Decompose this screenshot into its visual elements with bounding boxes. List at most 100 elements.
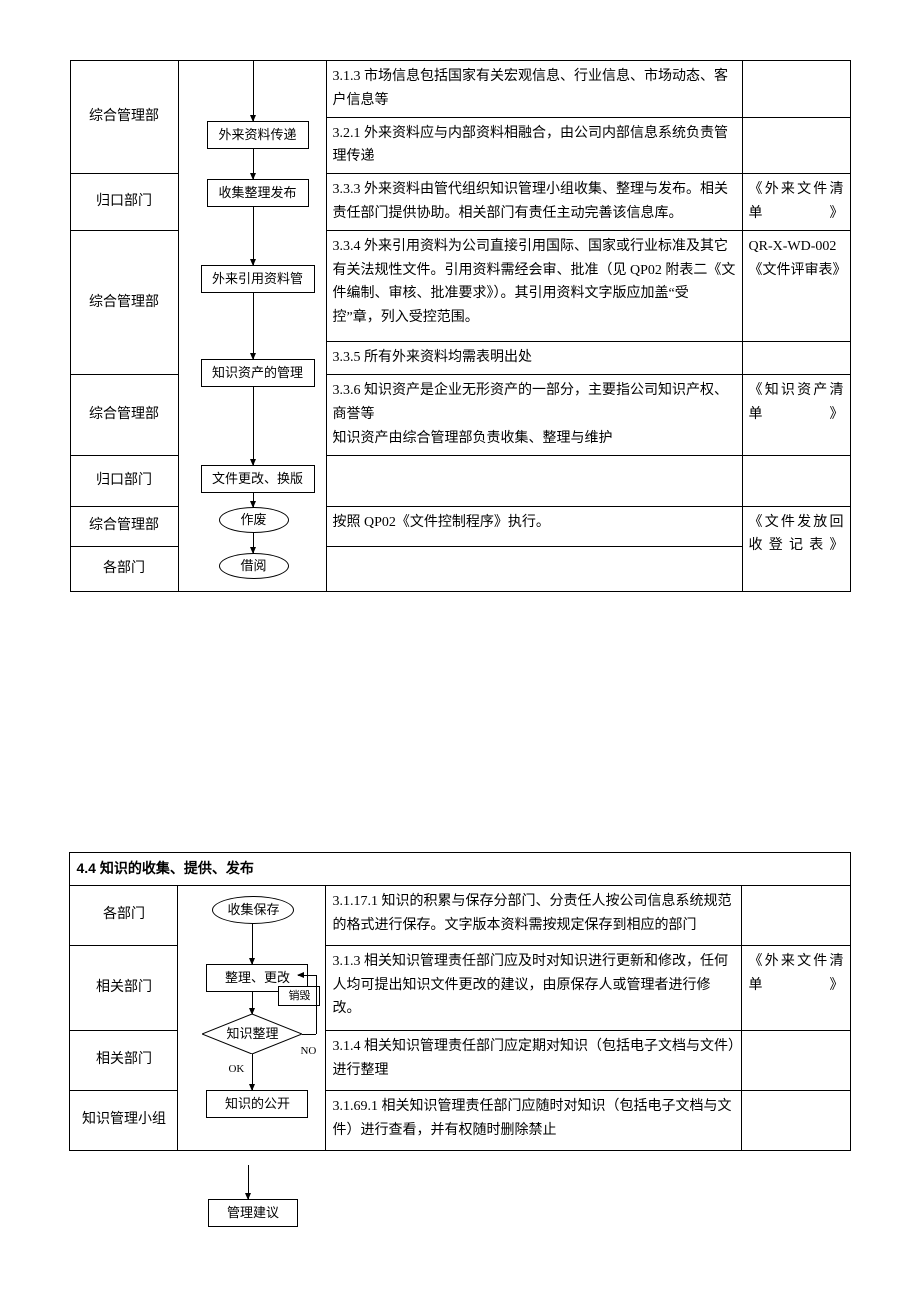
- desc-text: 3.3.3 外来资料由管代组织知识管理小组收集、整理与发布。相关责任部门提供协助…: [333, 182, 729, 221]
- ref-cell: 《文件发放回收登记表》: [742, 506, 850, 591]
- ref-cell: [742, 61, 850, 118]
- flow-node-m4: 知识的公开: [206, 1090, 308, 1118]
- desc-cell: 3.3.3 外来资料由管代组织知识管理小组收集、整理与发布。相关责任部门提供协助…: [326, 174, 742, 231]
- section-title: 4.4 知识的收集、提供、发布: [76, 860, 253, 876]
- ref-cell: [742, 117, 850, 174]
- flow-arrow: [253, 531, 254, 553]
- desc-cell: 按照 QP02《文件控制程序》执行。: [326, 506, 742, 546]
- flow-cell-1: 外来资料传递收集整理发布外来引用资料管知识资产的管理文件更改、换版作废借阅: [178, 61, 326, 592]
- dept-label: 归口部门: [96, 194, 152, 209]
- ref-cell: QR-X-WD-002 《文件评审表》: [742, 230, 850, 342]
- desc-cell: 3.1.4 相关知识管理责任部门应定期对知识（包括电子文档与文件）进行整理: [326, 1030, 742, 1090]
- desc-text: 按照 QP02《文件控制程序》执行。: [333, 515, 550, 530]
- ref-cell: [742, 1030, 850, 1090]
- flow-arrow: [253, 201, 254, 265]
- section-title-row: 4.4 知识的收集、提供、发布: [70, 853, 850, 886]
- flow-label: NO: [300, 1042, 316, 1061]
- flow-node-n3: 外来引用资料管: [201, 265, 315, 293]
- desc-cell: 3.1.3 相关知识管理责任部门应及时对知识进行更新和修改，任何人均可提出知识文…: [326, 945, 742, 1030]
- desc-cell: 3.1.69.1 相关知识管理责任部门应随时对知识（包括电子文档与文件）进行查看…: [326, 1090, 742, 1150]
- ref-cell: [742, 455, 850, 506]
- dept-cell: 相关部门: [70, 1030, 178, 1090]
- dept-cell: 归口部门: [70, 455, 178, 506]
- flow-node-n6: 作废: [219, 507, 289, 533]
- flow-cell-2: 收集保存整理、更改销毁知识整理知识的公开NOOK: [178, 885, 326, 1150]
- dept-label: 综合管理部: [89, 518, 159, 533]
- ref-cell: 《外来文件清单》: [742, 174, 850, 231]
- flow-connector: [298, 975, 316, 976]
- ref-text: 《外来文件清单》: [749, 182, 844, 221]
- dept-cell: 相关部门: [70, 945, 178, 1030]
- detached-flow: 管理建议: [70, 1165, 850, 1225]
- section-title-cell: 4.4 知识的收集、提供、发布: [70, 853, 850, 886]
- flow-connector: [302, 1034, 316, 1035]
- flow-canvas-2: 收集保存整理、更改销毁知识整理知识的公开NOOK: [178, 886, 325, 1150]
- dept-label: 相关部门: [96, 980, 152, 995]
- flow-canvas-1: 外来资料传递收集整理发布外来引用资料管知识资产的管理文件更改、换版作废借阅: [179, 61, 326, 591]
- dept-label: 归口部门: [96, 473, 152, 488]
- desc-text: 3.1.3 相关知识管理责任部门应及时对知识进行更新和修改，任何人均可提出知识文…: [332, 954, 728, 1017]
- desc-text: 3.1.3 市场信息包括国家有关宏观信息、行业信息、市场动态、客户信息等: [333, 69, 729, 108]
- flow-node-n4: 知识资产的管理: [201, 359, 315, 387]
- flow-node-n1: 外来资料传递: [207, 121, 309, 149]
- desc-cell: [326, 547, 742, 592]
- ref-text: 《知识资产清单》: [749, 383, 844, 422]
- flow-label: OK: [228, 1060, 244, 1079]
- dept-cell: 综合管理部: [70, 61, 178, 174]
- table-row: 各部门 收集保存整理、更改销毁知识整理知识的公开NOOK 3.1.17.1 知识…: [70, 885, 850, 945]
- desc-cell: 3.3.4 外来引用资料为公司直接引用国际、国家或行业标准及其它有关法规性文件。…: [326, 230, 742, 342]
- desc-text: 3.1.17.1 知识的积累与保存分部门、分责任人按公司信息系统规范的格式进行保…: [332, 894, 731, 933]
- flow-node-n7: 借阅: [219, 553, 289, 579]
- desc-text: 3.1.69.1 相关知识管理责任部门应随时对知识（包括电子文档与文件）进行查看…: [332, 1099, 731, 1138]
- flow-node-n2: 收集整理发布: [207, 179, 309, 207]
- ref-cell: [742, 1090, 850, 1150]
- desc-text: 3.3.4 外来引用资料为公司直接引用国际、国家或行业标准及其它有关法规性文件。…: [333, 239, 736, 325]
- dept-cell: 归口部门: [70, 174, 178, 231]
- flow-arrow: [253, 61, 254, 121]
- desc-text: 3.2.1 外来资料应与内部资料相融合，由公司内部信息系统负责管理传递: [333, 126, 729, 165]
- flow-arrow: [252, 922, 253, 964]
- flow-arrow: [248, 1165, 249, 1199]
- dept-label: 综合管理部: [89, 407, 159, 422]
- dept-cell: 综合管理部: [70, 230, 178, 375]
- dept-label: 知识管理小组: [82, 1112, 166, 1127]
- dept-cell: 各部门: [70, 547, 178, 592]
- desc-cell: [326, 455, 742, 506]
- dept-label: 综合管理部: [89, 295, 159, 310]
- desc-cell: 3.3.6 知识资产是企业无形资产的一部分，主要指公司知识产权、商誉等 知识资产…: [326, 375, 742, 455]
- desc-cell: 3.1.17.1 知识的积累与保存分部门、分责任人按公司信息系统规范的格式进行保…: [326, 885, 742, 945]
- ref-cell: 《外来文件清单》: [742, 945, 850, 1030]
- flow-node-m3: 知识整理: [202, 1014, 302, 1054]
- flow-node-n5: 文件更改、换版: [201, 465, 315, 493]
- flow-node-detached: 管理建议: [208, 1199, 298, 1227]
- dept-label: 各部门: [103, 561, 145, 576]
- dept-cell: 各部门: [70, 885, 178, 945]
- ref-cell: [742, 342, 850, 375]
- desc-text: 3.3.5 所有外来资料均需表明出处: [333, 350, 533, 365]
- dept-cell: 综合管理部: [70, 375, 178, 455]
- dept-cell: 知识管理小组: [70, 1090, 178, 1150]
- flow-node-m2b: 销毁: [278, 986, 320, 1006]
- flow-table-2: 4.4 知识的收集、提供、发布 各部门 收集保存整理、更改销毁知识整理知识的公开…: [69, 852, 850, 1151]
- flow-arrow: [252, 1054, 253, 1090]
- ref-cell: 《知识资产清单》: [742, 375, 850, 455]
- ref-cell: [742, 885, 850, 945]
- flow-arrow: [253, 381, 254, 465]
- ref-text: 《外来文件清单》: [748, 954, 843, 993]
- flow-connector: [316, 975, 317, 1034]
- dept-label: 各部门: [103, 907, 145, 922]
- flow-node-m1: 收集保存: [212, 896, 294, 924]
- desc-cell: 3.1.3 市场信息包括国家有关宏观信息、行业信息、市场动态、客户信息等: [326, 61, 742, 118]
- flow-arrow: [253, 287, 254, 359]
- ref-text: 《文件发放回收登记表》: [749, 515, 844, 554]
- dept-cell: 综合管理部: [70, 506, 178, 546]
- dept-label: 相关部门: [96, 1052, 152, 1067]
- desc-text: 3.1.4 相关知识管理责任部门应定期对知识（包括电子文档与文件）进行整理: [332, 1039, 735, 1078]
- dept-label: 综合管理部: [89, 109, 159, 124]
- flow-table-1: 综合管理部 外来资料传递收集整理发布外来引用资料管知识资产的管理文件更改、换版作…: [70, 60, 851, 592]
- desc-text: 3.3.6 知识资产是企业无形资产的一部分，主要指公司知识产权、商誉等 知识资产…: [333, 383, 729, 446]
- desc-cell: 3.3.5 所有外来资料均需表明出处: [326, 342, 742, 375]
- table-row: 综合管理部 外来资料传递收集整理发布外来引用资料管知识资产的管理文件更改、换版作…: [70, 61, 850, 118]
- ref-text: QR-X-WD-002 《文件评审表》: [749, 239, 847, 278]
- page: 综合管理部 外来资料传递收集整理发布外来引用资料管知识资产的管理文件更改、换版作…: [0, 0, 920, 1265]
